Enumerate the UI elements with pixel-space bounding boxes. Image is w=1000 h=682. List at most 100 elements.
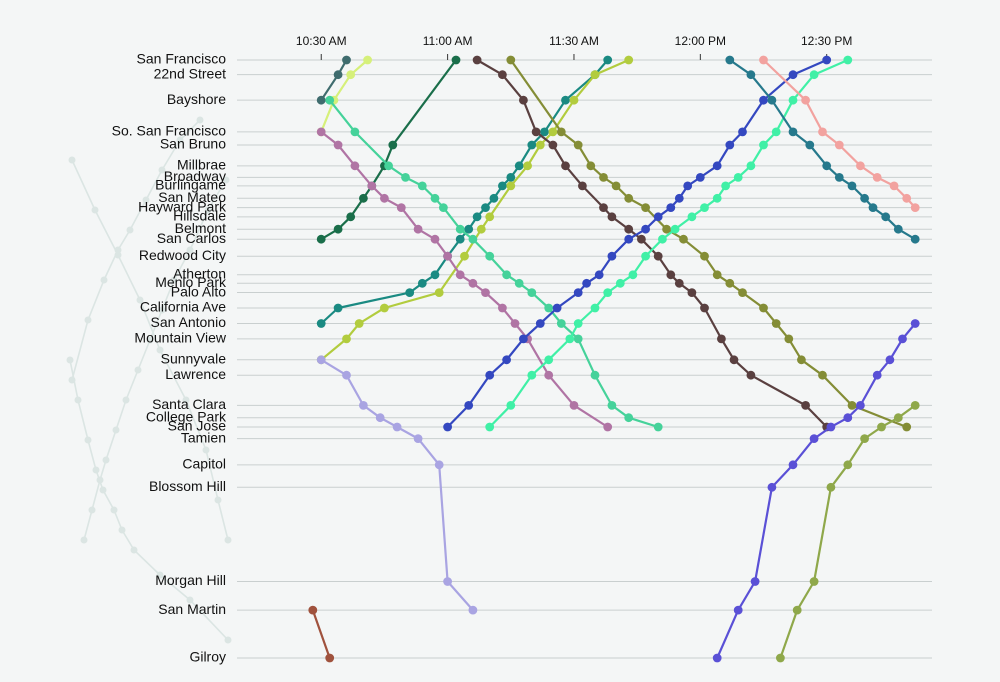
train-stop-point[interactable] (712, 161, 722, 171)
train-stop-point[interactable] (805, 140, 815, 150)
train-stop-point[interactable] (674, 278, 684, 288)
train-stop-point[interactable] (641, 203, 650, 213)
train-stop-point[interactable] (481, 203, 490, 213)
train-stop-point[interactable] (653, 251, 663, 261)
train-stop-point[interactable] (733, 173, 743, 182)
train-stop-point[interactable] (573, 319, 583, 328)
train-stop-point[interactable] (590, 70, 600, 80)
train-stop-point[interactable] (641, 251, 650, 261)
train-stop-point[interactable] (510, 319, 520, 328)
train-stop-point[interactable] (455, 234, 465, 244)
train-stop-point[interactable] (843, 460, 853, 470)
train-stop-point[interactable] (679, 234, 688, 244)
train-stop-point[interactable] (325, 653, 335, 663)
train-stop-point[interactable] (603, 55, 613, 65)
train-stop-point[interactable] (843, 55, 853, 65)
train-stop-point[interactable] (712, 653, 722, 663)
train-stop-point[interactable] (712, 193, 722, 203)
train-stop-point[interactable] (544, 303, 554, 313)
train-stop-point[interactable] (388, 140, 398, 150)
train-stop-point[interactable] (637, 234, 646, 244)
train-stop-point[interactable] (674, 193, 684, 203)
train-stop-point[interactable] (590, 303, 600, 313)
train-stop-point[interactable] (392, 422, 402, 432)
train-stop-point[interactable] (569, 401, 579, 410)
train-stop-point[interactable] (889, 181, 899, 191)
train-stop-point[interactable] (561, 161, 570, 171)
train-stop-point[interactable] (788, 95, 798, 105)
train-stop-point[interactable] (628, 270, 638, 280)
train-stop-point[interactable] (401, 173, 410, 182)
train-stop-point[interactable] (700, 303, 709, 313)
train-stop-point[interactable] (733, 605, 743, 615)
train-stop-point[interactable] (700, 251, 709, 261)
train-stop-point[interactable] (430, 270, 440, 280)
train-stop-point[interactable] (333, 224, 343, 234)
train-stop-point[interactable] (354, 319, 364, 328)
train-stop-point[interactable] (359, 401, 368, 410)
train-stop-point[interactable] (746, 70, 756, 80)
train-stop-point[interactable] (434, 288, 444, 297)
train-stop-point[interactable] (594, 270, 604, 280)
train-stop-point[interactable] (624, 413, 634, 423)
train-stop-point[interactable] (485, 370, 495, 380)
train-stop-point[interactable] (472, 212, 482, 222)
train-stop-point[interactable] (514, 278, 524, 288)
train-stop-point[interactable] (860, 193, 869, 203)
train-stop-point[interactable] (624, 193, 634, 203)
train-stop-point[interactable] (565, 334, 575, 344)
train-stop-point[interactable] (552, 303, 562, 313)
train-stop-point[interactable] (822, 161, 832, 171)
train-stop-point[interactable] (375, 413, 385, 423)
train-stop-point[interactable] (468, 234, 478, 244)
train-stop-point[interactable] (599, 203, 608, 213)
train-stop-point[interactable] (653, 422, 663, 432)
train-stop-point[interactable] (687, 212, 697, 222)
train-stop-point[interactable] (455, 224, 465, 234)
train-stop-point[interactable] (801, 95, 810, 105)
train-stop-point[interactable] (666, 203, 676, 213)
train-stop-point[interactable] (776, 653, 785, 663)
train-stop-point[interactable] (573, 288, 583, 297)
train-stop-point[interactable] (746, 370, 756, 380)
train-stop-point[interactable] (759, 140, 768, 150)
train-stop-point[interactable] (872, 173, 882, 182)
train-stop-point[interactable] (607, 401, 617, 410)
train-stop-point[interactable] (910, 234, 920, 244)
train-stop-point[interactable] (498, 303, 507, 313)
train-stop-point[interactable] (767, 95, 777, 105)
train-stop-point[interactable] (893, 413, 903, 423)
train-stop-point[interactable] (325, 95, 335, 105)
train-stop-point[interactable] (658, 234, 667, 244)
train-stop-point[interactable] (472, 55, 482, 65)
train-stop-point[interactable] (430, 193, 440, 203)
train-stop-point[interactable] (316, 355, 326, 365)
train-stop-point[interactable] (468, 605, 478, 615)
train-stop-point[interactable] (569, 95, 579, 105)
train-stop-point[interactable] (826, 482, 836, 492)
train-stop-point[interactable] (439, 203, 448, 213)
train-stop-point[interactable] (653, 212, 663, 222)
train-stop-point[interactable] (455, 270, 465, 280)
train-stop-point[interactable] (759, 95, 768, 105)
train-stop-point[interactable] (380, 303, 389, 313)
train-stop-point[interactable] (738, 288, 747, 297)
train-stop-point[interactable] (363, 55, 372, 65)
train-stop-point[interactable] (586, 161, 596, 171)
train-stop-point[interactable] (464, 401, 474, 410)
train-stop-point[interactable] (384, 161, 393, 171)
train-stop-point[interactable] (506, 55, 516, 65)
train-stop-point[interactable] (333, 140, 343, 150)
train-stop-point[interactable] (451, 55, 461, 65)
train-stop-point[interactable] (603, 422, 613, 432)
train-stop-point[interactable] (603, 288, 613, 297)
train-stop-point[interactable] (573, 140, 583, 150)
train-stop-point[interactable] (818, 370, 827, 380)
train-stop-point[interactable] (712, 270, 722, 280)
train-stop-point[interactable] (788, 70, 798, 80)
train-stop-point[interactable] (417, 181, 427, 191)
train-stop-point[interactable] (788, 460, 798, 470)
train-stop-point[interactable] (527, 370, 537, 380)
train-stop-point[interactable] (801, 401, 810, 410)
train-stop-point[interactable] (624, 55, 634, 65)
